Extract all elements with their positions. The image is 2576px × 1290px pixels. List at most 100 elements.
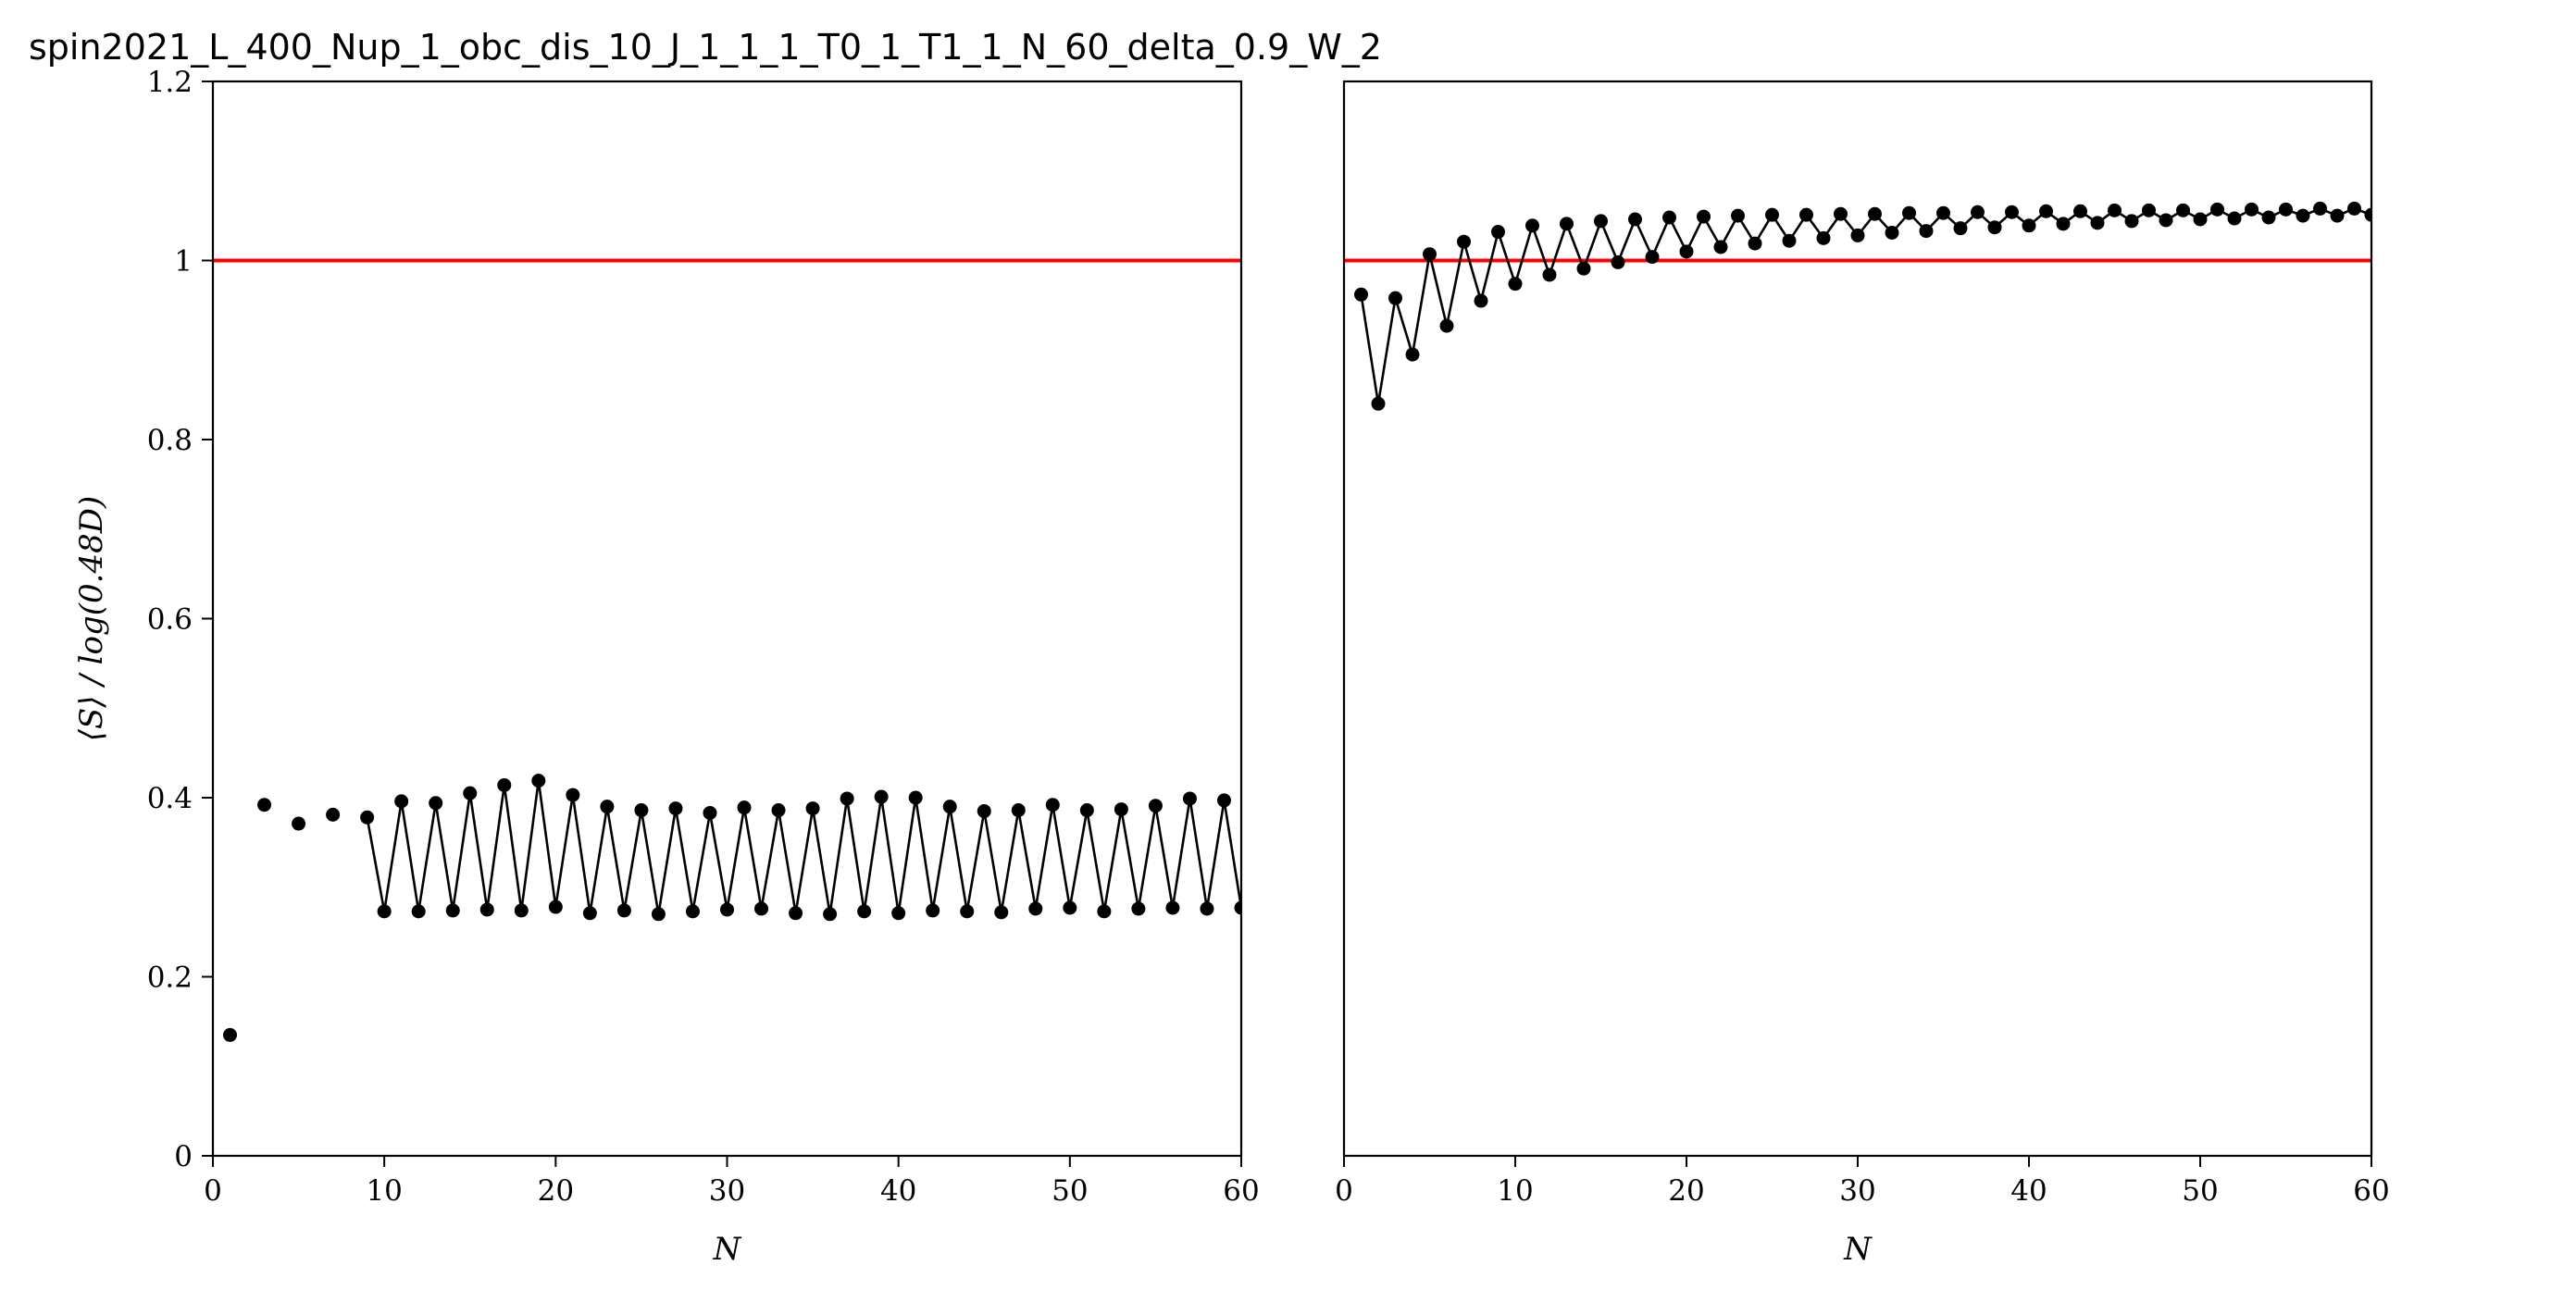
y-tick-label: 0 bbox=[174, 1140, 193, 1173]
data-point bbox=[1182, 791, 1197, 806]
data-point bbox=[1525, 218, 1539, 233]
data-point bbox=[1560, 217, 1574, 231]
data-point bbox=[1063, 900, 1077, 915]
data-point bbox=[1405, 347, 1420, 362]
data-point bbox=[1028, 901, 1043, 916]
x-tick-label: 30 bbox=[1839, 1174, 1875, 1208]
y-tick-label: 0.2 bbox=[147, 961, 193, 995]
data-point bbox=[1576, 261, 1591, 276]
data-point bbox=[2193, 212, 2208, 227]
data-point bbox=[1782, 233, 1797, 248]
data-point bbox=[1439, 318, 1454, 333]
data-point bbox=[1662, 210, 1676, 225]
data-point bbox=[1987, 220, 2002, 235]
data-point bbox=[548, 899, 563, 914]
data-point bbox=[823, 907, 838, 922]
data-point bbox=[1679, 244, 1694, 259]
data-point bbox=[1388, 291, 1402, 305]
data-point bbox=[2210, 202, 2224, 217]
data-point bbox=[668, 801, 683, 816]
chart-panel-1: spin2021_L_400_Nup_1_obc_dis_10_J_1_1_1_… bbox=[29, 27, 1382, 1268]
x-tick-label: 50 bbox=[1052, 1174, 1088, 1208]
data-point bbox=[891, 906, 906, 921]
data-point bbox=[1200, 901, 1214, 916]
data-point bbox=[2056, 217, 2071, 231]
data-point bbox=[566, 788, 580, 802]
axes-frame bbox=[211, 80, 1243, 1158]
data-point bbox=[634, 803, 649, 818]
data-point bbox=[1628, 212, 1642, 227]
data-point bbox=[1131, 901, 1146, 916]
x-tick-label: 50 bbox=[2182, 1174, 2218, 1208]
data-point bbox=[1902, 205, 1916, 220]
data-point bbox=[1936, 205, 1950, 220]
data-point bbox=[2330, 208, 2345, 223]
data-point bbox=[1816, 230, 1831, 245]
data-point bbox=[1097, 904, 1112, 919]
data-point bbox=[411, 904, 426, 919]
data-point bbox=[531, 774, 546, 788]
data-point bbox=[360, 810, 375, 825]
data-point bbox=[1354, 287, 1368, 302]
data-point bbox=[960, 904, 975, 919]
data-point bbox=[2005, 205, 2019, 219]
data-point bbox=[1953, 221, 1968, 236]
x-tick-label: 20 bbox=[1668, 1174, 1704, 1208]
y-tick-label: 0.6 bbox=[147, 603, 193, 637]
y-tick-label: 1.2 bbox=[147, 66, 193, 99]
data-point bbox=[2073, 204, 2087, 218]
x-tick-label: 60 bbox=[1223, 1174, 1259, 1208]
data-point bbox=[754, 901, 769, 916]
x-tick-label: 40 bbox=[2010, 1174, 2047, 1208]
data-point bbox=[377, 904, 392, 919]
data-point bbox=[2279, 202, 2293, 217]
data-point bbox=[874, 789, 889, 804]
data-point bbox=[942, 800, 957, 814]
data-point bbox=[789, 906, 803, 921]
y-tick-label: 0.4 bbox=[147, 782, 193, 815]
data-point bbox=[1045, 798, 1060, 812]
data-point bbox=[1645, 250, 1660, 265]
data-point bbox=[2347, 201, 2361, 216]
data-point bbox=[616, 903, 631, 918]
x-axis-label: N bbox=[1843, 1231, 1873, 1268]
data-point bbox=[994, 905, 1009, 920]
x-tick-label: 10 bbox=[366, 1174, 402, 1208]
data-point bbox=[2124, 214, 2139, 229]
x-tick-label: 60 bbox=[2353, 1174, 2389, 1208]
data-point bbox=[1971, 205, 1985, 219]
data-point bbox=[2022, 218, 2036, 233]
data-point bbox=[651, 907, 666, 922]
data-point bbox=[1423, 247, 1437, 262]
data-point bbox=[857, 904, 872, 919]
data-point bbox=[429, 796, 443, 811]
data-point bbox=[1885, 226, 1899, 241]
data-point bbox=[394, 794, 409, 809]
data-point bbox=[1165, 900, 1180, 915]
data-point bbox=[1148, 799, 1163, 813]
data-point bbox=[805, 801, 820, 816]
data-point bbox=[463, 786, 478, 800]
data-point bbox=[685, 904, 700, 919]
data-point bbox=[840, 791, 854, 806]
data-point bbox=[1594, 214, 1608, 229]
data-point bbox=[1868, 206, 1882, 221]
x-tick-label: 0 bbox=[1335, 1174, 1353, 1208]
data-point bbox=[1697, 209, 1711, 224]
data-point bbox=[582, 906, 597, 921]
data-point bbox=[2090, 216, 2105, 230]
data-point bbox=[1765, 207, 1779, 222]
x-tick-label: 40 bbox=[880, 1174, 916, 1208]
chart-title: spin2021_L_400_Nup_1_obc_dis_10_J_1_1_1_… bbox=[29, 27, 1382, 68]
plot-area bbox=[213, 258, 1241, 1042]
data-point bbox=[514, 903, 529, 918]
data-point bbox=[1731, 208, 1745, 223]
y-tick-label: 1 bbox=[174, 245, 193, 279]
data-point bbox=[2176, 203, 2190, 217]
data-point bbox=[1748, 236, 1762, 251]
data-point bbox=[1079, 803, 1094, 818]
data-point bbox=[1850, 228, 1865, 242]
data-point bbox=[737, 800, 752, 815]
series-line bbox=[1360, 207, 2371, 405]
data-point bbox=[1919, 224, 1934, 239]
